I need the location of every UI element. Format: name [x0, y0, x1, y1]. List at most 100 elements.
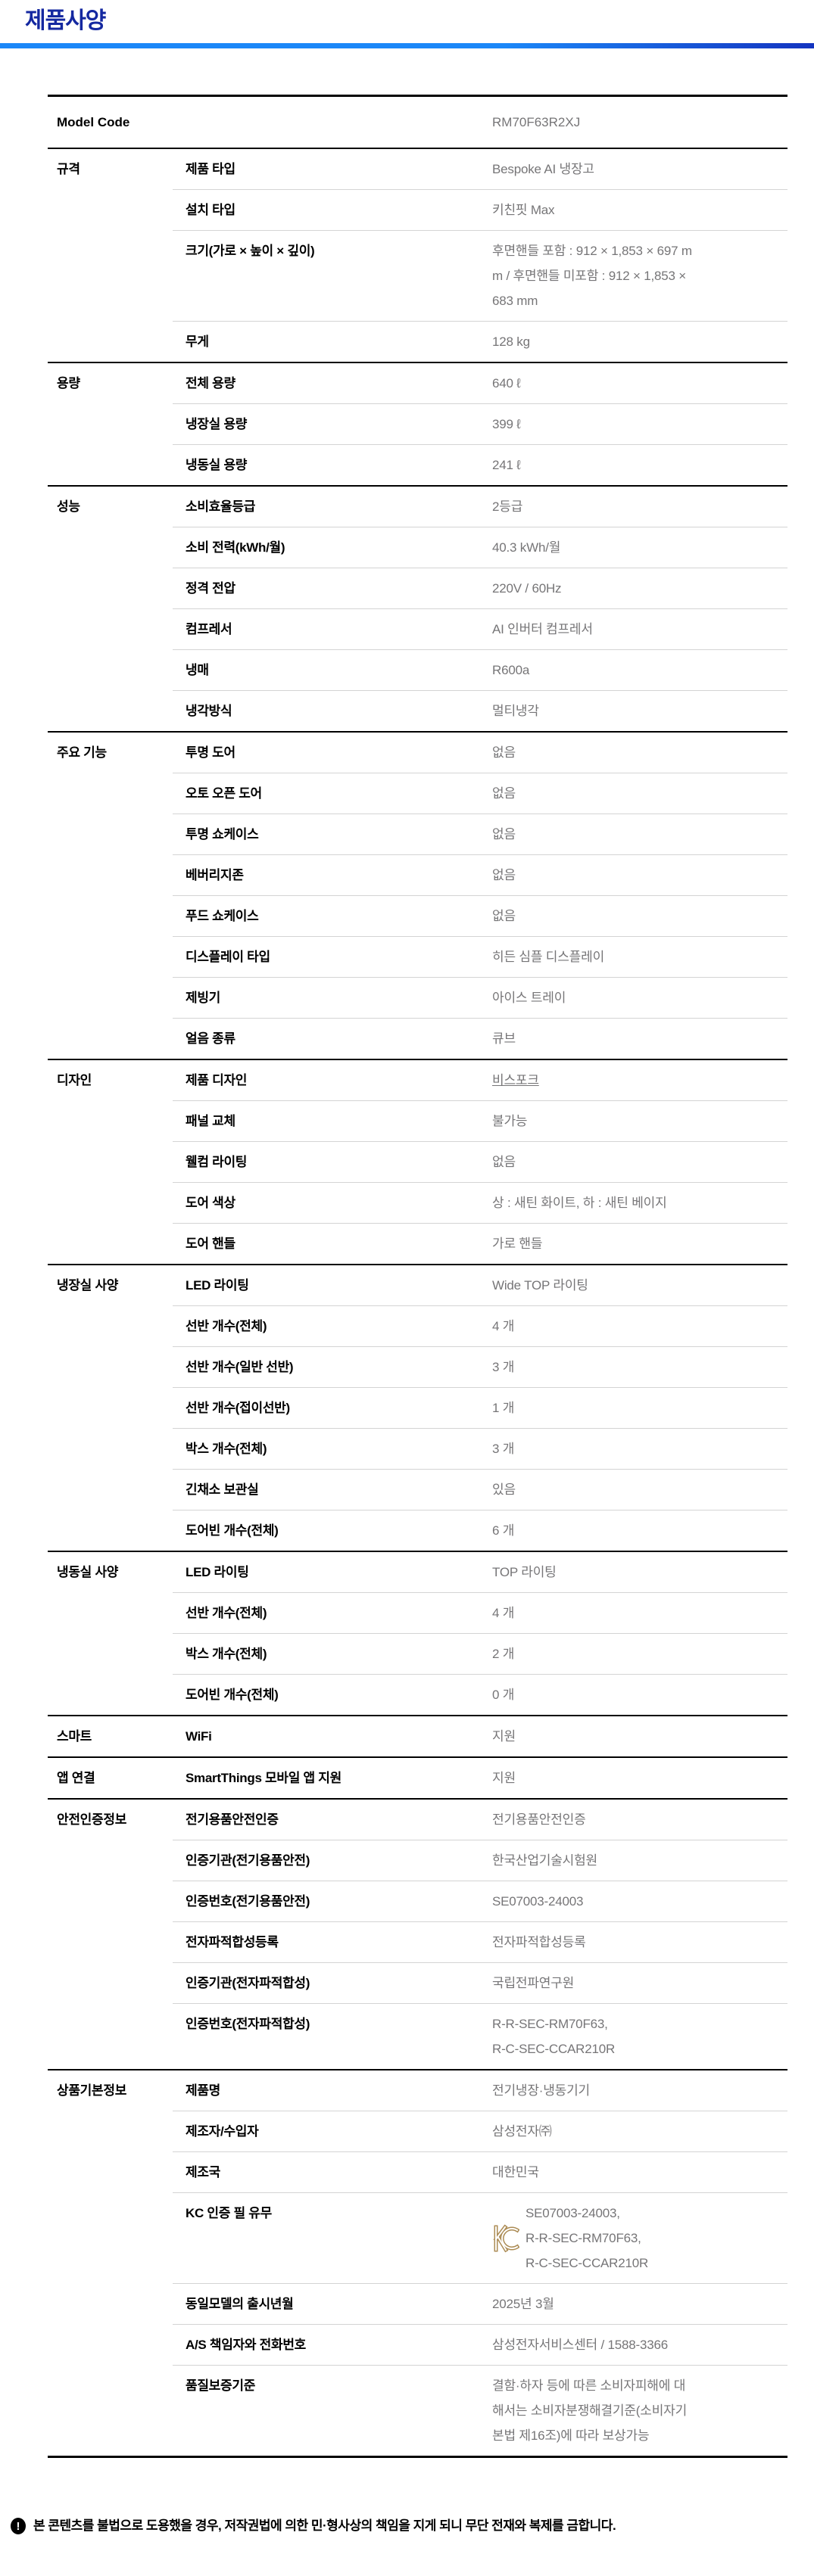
spec-row: 도어빈 개수(전체) 6 개 [173, 1510, 787, 1551]
spec-label: 인증번호(전자파적합성) [186, 2017, 310, 2031]
spec-value: 2025년 3월 [492, 2297, 554, 2311]
spec-label: 인증기관(전기용품안전) [186, 1853, 310, 1868]
spec-row: 베버리지존 없음 [173, 854, 787, 895]
spec-label: 제품 타입 [186, 162, 235, 176]
spec-section: 디자인 제품 디자인 비스포크 패널 교체 불가능 웰컴 라이팅 없음 도어 색상 상 : 새틴… [48, 1059, 787, 1264]
spec-label: 오토 오픈 도어 [186, 786, 262, 801]
spec-label: KC 인증 필 유무 [186, 2206, 272, 2220]
spec-label: 패널 교체 [186, 1114, 235, 1128]
section-category: 안전인증정보 [57, 1812, 127, 1827]
bespoke-link[interactable]: 비스포크 [492, 1073, 539, 1087]
spec-label: 컴프레서 [186, 622, 232, 636]
spec-value: Bespoke AI 냉장고 [492, 162, 594, 176]
spec-row: 제빙기 아이스 트레이 [173, 977, 787, 1018]
section-category: 디자인 [57, 1073, 92, 1087]
spec-label: 긴채소 보관실 [186, 1482, 259, 1497]
spec-value: 3 개 [492, 1360, 515, 1374]
page-title: 제품사양 [25, 8, 106, 33]
spec-label: 얼음 종류 [186, 1031, 235, 1046]
spec-label: 냉장실 용량 [186, 417, 248, 431]
section-category: 상품기본정보 [57, 2083, 127, 2098]
spec-label: 박스 개수(전체) [186, 1442, 267, 1456]
spec-row: 선반 개수(접이선반) 1 개 [173, 1387, 787, 1428]
spec-value: 40.3 kWh/월 [492, 540, 561, 555]
spec-row: 냉장실 용량 399 ℓ [173, 403, 787, 444]
spec-value: 2 개 [492, 1647, 515, 1661]
spec-row: 선반 개수(전체) 4 개 [173, 1305, 787, 1346]
spec-value: Wide TOP 라이팅 [492, 1278, 588, 1293]
spec-row: 동일모델의 출시년월 2025년 3월 [173, 2283, 787, 2324]
spec-value: 큐브 [492, 1031, 516, 1046]
spec-row: 정격 전압 220V / 60Hz [173, 568, 787, 608]
spec-value: 멀티냉각 [492, 704, 539, 718]
accent-gradient-divider [0, 43, 814, 48]
spec-row: 전자파적합성등록 전자파적합성등록 [173, 1921, 787, 1962]
copyright-notice: ! 본 콘텐츠를 불법으로 도용했을 경우, 저작권법에 의한 민·형사상의 책… [11, 2518, 806, 2534]
spec-label: 선반 개수(일반 선반) [186, 1360, 294, 1374]
spec-row: SmartThings 모바일 앱 지원 지원 [173, 1758, 787, 1798]
spec-label: 선반 개수(전체) [186, 1606, 267, 1620]
spec-label: 제조국 [186, 2165, 221, 2179]
spec-label: 냉매 [186, 663, 209, 677]
spec-value: 640 ℓ [492, 376, 521, 390]
spec-value: 없음 [492, 868, 516, 882]
spec-row: 컴프레서 AI 인버터 컴프레서 [173, 608, 787, 649]
kc-certification-icon [493, 2224, 519, 2252]
spec-row: 무게 128 kg [173, 321, 787, 362]
section-rows: WiFi 지원 [173, 1716, 787, 1756]
spec-label: 선반 개수(전체) [186, 1319, 267, 1333]
section-category: 냉동실 사양 [57, 1565, 119, 1579]
spec-row: 오토 오픈 도어 없음 [173, 773, 787, 814]
spec-value: 없음 [492, 909, 516, 923]
spec-value: 전기냉장·냉동기기 [492, 2083, 590, 2098]
spec-label: 도어빈 개수(전체) [186, 1688, 279, 1702]
spec-label: 소비 전력(kWh/월) [186, 540, 285, 555]
spec-value: 삼성전자㈜ [492, 2124, 552, 2139]
spec-value: 삼성전자서비스센터 / 1588-3366 [492, 2338, 669, 2352]
section-category: 성능 [57, 499, 80, 514]
spec-label: WiFi [186, 1729, 212, 1744]
spec-value: 241 ℓ [492, 458, 521, 472]
spec-row: 전체 용량 640 ℓ [173, 363, 787, 403]
spec-row: 소비효율등급 2등급 [173, 487, 787, 527]
spec-row: 소비 전력(kWh/월) 40.3 kWh/월 [173, 527, 787, 568]
spec-row: 인증번호(전자파적합성) R-R-SEC-RM70F63, R-C-SEC-CCA… [173, 2003, 787, 2069]
spec-row: 긴채소 보관실 있음 [173, 1469, 787, 1510]
spec-label: 제조자/수입자 [186, 2124, 259, 2139]
spec-section: 안전인증정보 전기용품안전인증 전기용품안전인증 인증기관(전기용품안전) 한국산업기술… [48, 1798, 787, 2069]
spec-label: 도어빈 개수(전체) [186, 1523, 279, 1538]
spec-label: 전기용품안전인증 [186, 1812, 279, 1827]
spec-label: 인증기관(전자파적합성) [186, 1976, 310, 1990]
spec-value: 4 개 [492, 1606, 515, 1620]
spec-value: 2등급 [492, 499, 523, 514]
spec-label: 제품 디자인 [186, 1073, 248, 1087]
spec-row: 제품명 전기냉장·냉동기기 [173, 2070, 787, 2111]
spec-row: 제품 타입 Bespoke AI 냉장고 [173, 149, 787, 189]
spec-row: 박스 개수(전체) 3 개 [173, 1428, 787, 1469]
spec-value: 가로 핸들 [492, 1237, 543, 1251]
spec-value: 220V / 60Hz [492, 581, 562, 596]
spec-row: 선반 개수(전체) 4 개 [173, 1592, 787, 1633]
spec-value: SE07003-24003, R-R-SEC-RM70F63, R-C-SEC-… [492, 2201, 787, 2276]
spec-row: 품질보증기준 결함·하자 등에 따른 소비자피해에 대 해서는 소비자분쟁해결기준… [173, 2365, 787, 2456]
spec-value: 불가능 [492, 1114, 528, 1128]
spec-value: 0 개 [492, 1688, 515, 1702]
spec-label: 냉각방식 [186, 704, 232, 718]
spec-label: 제빙기 [186, 991, 221, 1005]
spec-label: 전체 용량 [186, 376, 235, 390]
spec-value: SE07003-24003 [492, 1894, 584, 1909]
spec-value: R600a [492, 663, 530, 677]
spec-row: KC 인증 필 유무 SE07003-24003, R-R-SEC-RM70F63… [173, 2192, 787, 2283]
spec-row: LED 라이팅 TOP 라이팅 [173, 1552, 787, 1592]
section-rows: LED 라이팅 TOP 라이팅 선반 개수(전체) 4 개 박스 개수(전체) 2 개 도어… [173, 1552, 787, 1715]
spec-label: 도어 핸들 [186, 1237, 235, 1251]
section-rows: SmartThings 모바일 앱 지원 지원 [173, 1758, 787, 1798]
spec-label: 무게 [186, 334, 209, 349]
spec-value: 6 개 [492, 1523, 515, 1538]
spec-row: 선반 개수(일반 선반) 3 개 [173, 1346, 787, 1387]
section-category: 주요 기능 [57, 745, 107, 760]
section-rows: 투명 도어 없음 오토 오픈 도어 없음 투명 쇼케이스 없음 베버리지존 없음 푸드 쇼케이스… [173, 733, 787, 1059]
section-category: 규격 [57, 162, 80, 176]
spec-value: 399 ℓ [492, 417, 521, 431]
